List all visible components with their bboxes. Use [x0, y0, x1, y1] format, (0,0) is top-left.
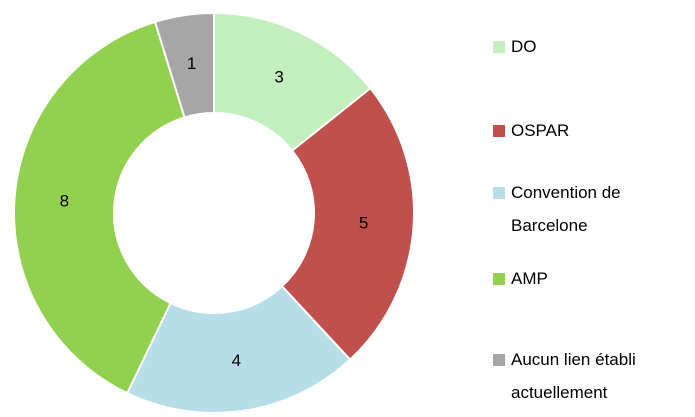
legend-swatch [493, 354, 505, 366]
legend-label: Aucun lien établi actuellement [511, 350, 636, 402]
slice [153, 11, 215, 119]
data-label: 1 [187, 54, 196, 73]
slice [280, 86, 415, 362]
legend-label: Convention de Barcelone [511, 183, 621, 235]
legend-label: OSPAR [511, 121, 570, 140]
legend-label: AMP [511, 269, 548, 288]
legend-swatch [493, 273, 505, 285]
legend-swatch [493, 41, 505, 53]
slice [125, 284, 352, 414]
data-label: 8 [60, 191, 69, 210]
legend-item: DO [493, 30, 687, 63]
slice [13, 20, 186, 395]
legend-item: Aucun lien établi actuellement [493, 343, 687, 409]
slice [213, 11, 372, 153]
legend-item: OSPAR [493, 114, 687, 147]
donut: 3 5 4 8 1 [13, 11, 415, 414]
data-label: 3 [274, 67, 283, 86]
legend-swatch [493, 187, 505, 199]
legend-item: Convention de Barcelone [493, 176, 687, 242]
legend-swatch [493, 125, 505, 137]
data-label: 5 [359, 214, 368, 233]
legend-item: AMP [493, 262, 687, 295]
data-label: 4 [232, 351, 241, 370]
legend-label: DO [511, 37, 537, 56]
